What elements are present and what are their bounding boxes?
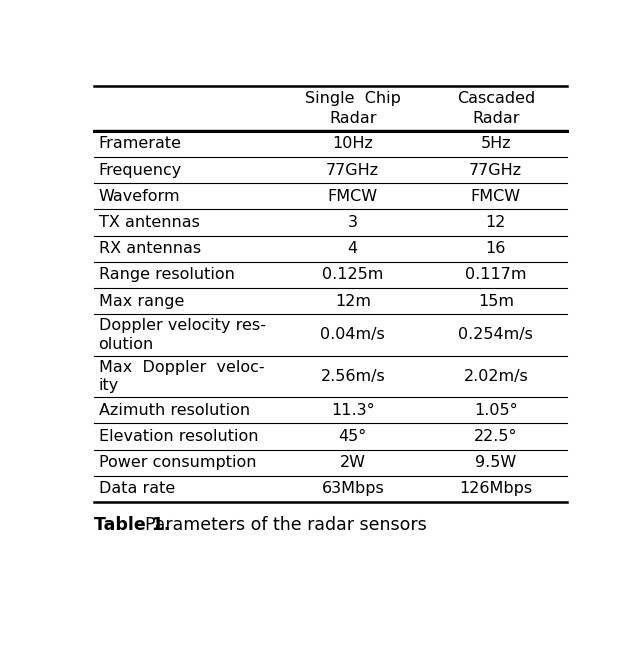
Text: 2.02m/s: 2.02m/s	[463, 369, 528, 384]
Text: 16: 16	[486, 241, 506, 256]
Text: 2.56m/s: 2.56m/s	[321, 369, 385, 384]
Text: Framerate: Framerate	[99, 137, 182, 151]
Text: Parameters of the radar sensors: Parameters of the radar sensors	[134, 516, 427, 534]
Text: Elevation resolution: Elevation resolution	[99, 429, 258, 444]
Text: 0.04m/s: 0.04m/s	[321, 327, 385, 342]
Text: 77GHz: 77GHz	[469, 163, 522, 177]
Text: 4: 4	[348, 241, 358, 256]
Text: 5Hz: 5Hz	[481, 137, 511, 151]
Text: 77GHz: 77GHz	[326, 163, 380, 177]
Text: 3: 3	[348, 215, 358, 230]
Text: Max  Doppler  veloc-
ity: Max Doppler veloc- ity	[99, 360, 264, 394]
Text: Range resolution: Range resolution	[99, 267, 234, 282]
Text: Doppler velocity res-
olution: Doppler velocity res- olution	[99, 318, 266, 352]
Text: 12m: 12m	[335, 293, 371, 309]
Text: Frequency: Frequency	[99, 163, 182, 177]
Text: 1.05°: 1.05°	[474, 403, 518, 418]
Text: RX antennas: RX antennas	[99, 241, 201, 256]
Text: 9.5W: 9.5W	[475, 456, 516, 470]
Text: FMCW: FMCW	[328, 189, 378, 204]
Text: Azimuth resolution: Azimuth resolution	[99, 403, 250, 418]
Text: Power consumption: Power consumption	[99, 456, 256, 470]
Text: 0.117m: 0.117m	[465, 267, 527, 282]
Text: 0.125m: 0.125m	[322, 267, 383, 282]
Text: 2W: 2W	[340, 456, 366, 470]
Text: Max range: Max range	[99, 293, 184, 309]
Text: 11.3°: 11.3°	[331, 403, 374, 418]
Text: 12: 12	[486, 215, 506, 230]
Text: TX antennas: TX antennas	[99, 215, 200, 230]
Text: Waveform: Waveform	[99, 189, 180, 204]
Text: 0.254m/s: 0.254m/s	[458, 327, 533, 342]
Text: 45°: 45°	[339, 429, 367, 444]
Text: Table 1.: Table 1.	[94, 516, 170, 534]
Text: FMCW: FMCW	[471, 189, 521, 204]
Text: Single  Chip
Radar: Single Chip Radar	[305, 91, 401, 126]
Text: 63Mbps: 63Mbps	[321, 482, 384, 496]
Text: 126Mbps: 126Mbps	[460, 482, 532, 496]
Text: Data rate: Data rate	[99, 482, 175, 496]
Text: Cascaded
Radar: Cascaded Radar	[457, 91, 535, 126]
Text: 15m: 15m	[478, 293, 514, 309]
Text: 10Hz: 10Hz	[332, 137, 373, 151]
Text: 22.5°: 22.5°	[474, 429, 518, 444]
